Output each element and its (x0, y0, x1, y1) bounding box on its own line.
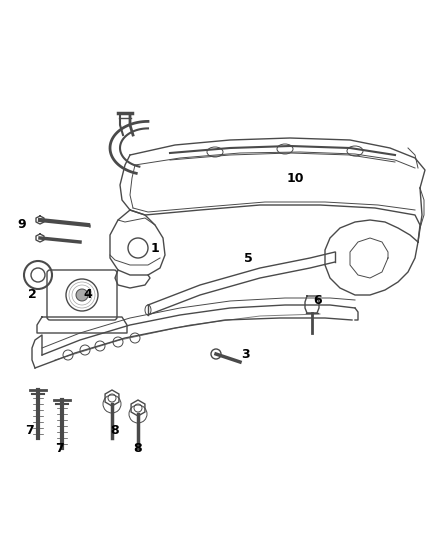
Text: 6: 6 (314, 294, 322, 306)
Text: 3: 3 (241, 349, 249, 361)
Text: 2: 2 (28, 288, 36, 302)
Text: 1: 1 (151, 241, 159, 254)
Text: 9: 9 (18, 219, 26, 231)
Text: 8: 8 (134, 441, 142, 455)
Text: 7: 7 (26, 424, 34, 437)
Circle shape (76, 289, 88, 301)
Text: 4: 4 (84, 288, 92, 302)
Text: 8: 8 (111, 424, 119, 437)
Text: 10: 10 (286, 172, 304, 184)
Text: 5: 5 (244, 252, 252, 264)
Text: 7: 7 (56, 441, 64, 455)
